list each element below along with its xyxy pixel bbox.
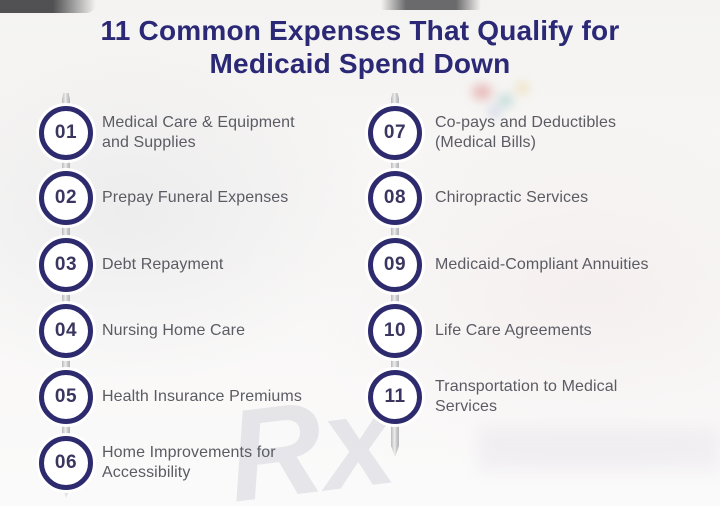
item-label: Medical Care & Equipment and Supplies (102, 114, 295, 151)
item-label: Transportation to Medical Services (435, 378, 618, 415)
timeline-rod-left (62, 93, 70, 498)
item-label: Chiropractic Services (435, 189, 589, 206)
item-number-badge: 10 (368, 304, 422, 358)
item-label: Home Improvements for Accessibility (102, 444, 276, 481)
list-item-11: 11 Transportation to Medical Services (368, 370, 617, 424)
page-title-line2: Medicaid Spend Down (209, 48, 511, 79)
list-item-03: 03 Debt Repayment (39, 238, 223, 292)
item-number: 05 (54, 386, 78, 407)
faded-photo-band (478, 428, 720, 470)
list-item-07: 07 Co-pays and Deductibles (Medical Bill… (368, 106, 616, 160)
faded-photo-patch-topleft (0, 0, 96, 13)
item-number-badge: 07 (368, 106, 422, 160)
item-number: 03 (54, 254, 78, 275)
item-number: 01 (54, 122, 78, 143)
page-title-line1: 11 Common Expenses That Qualify for (100, 15, 620, 46)
item-number-badge: 09 (368, 238, 422, 292)
list-item-08: 08 Chiropractic Services (368, 171, 588, 225)
item-number: 08 (383, 187, 407, 208)
faded-color-blob (488, 106, 501, 117)
item-number: 04 (54, 320, 78, 341)
faded-color-blob (472, 84, 492, 100)
item-number: 07 (383, 122, 407, 143)
item-number-badge: 11 (368, 370, 422, 424)
item-number-badge: 01 (39, 106, 93, 160)
list-item-09: 09 Medicaid-Compliant Annuities (368, 238, 649, 292)
item-label: Life Care Agreements (435, 322, 592, 339)
item-label: Medicaid-Compliant Annuities (435, 256, 649, 273)
item-number: 02 (54, 187, 78, 208)
list-item-06: 06 Home Improvements for Accessibility (39, 436, 276, 490)
item-number: 09 (383, 254, 407, 275)
item-number-badge: 03 (39, 238, 93, 292)
faded-color-blob (516, 82, 529, 94)
item-number: 10 (383, 320, 407, 341)
list-item-02: 02 Prepay Funeral Expenses (39, 171, 288, 225)
item-label: Health Insurance Premiums (102, 388, 302, 405)
item-number-badge: 08 (368, 171, 422, 225)
faded-color-blob (498, 94, 513, 107)
list-item-01: 01 Medical Care & Equipment and Supplies (39, 106, 295, 160)
list-item-05: 05 Health Insurance Premiums (39, 370, 302, 424)
item-label: Prepay Funeral Expenses (102, 189, 289, 206)
item-number-badge: 06 (39, 436, 93, 490)
item-number-badge: 04 (39, 304, 93, 358)
page-title: 11 Common Expenses That Qualify for Medi… (0, 14, 720, 80)
list-item-04: 04 Nursing Home Care (39, 304, 245, 358)
item-label: Nursing Home Care (102, 322, 246, 339)
item-label: Co-pays and Deductibles (Medical Bills) (435, 114, 617, 151)
item-number-badge: 02 (39, 171, 93, 225)
item-number: 06 (54, 452, 78, 473)
item-number: 11 (384, 386, 406, 407)
item-label: Debt Repayment (102, 256, 224, 273)
list-item-10: 10 Life Care Agreements (368, 304, 592, 358)
item-number-badge: 05 (39, 370, 93, 424)
faded-photo-patch-topright (381, 0, 481, 10)
